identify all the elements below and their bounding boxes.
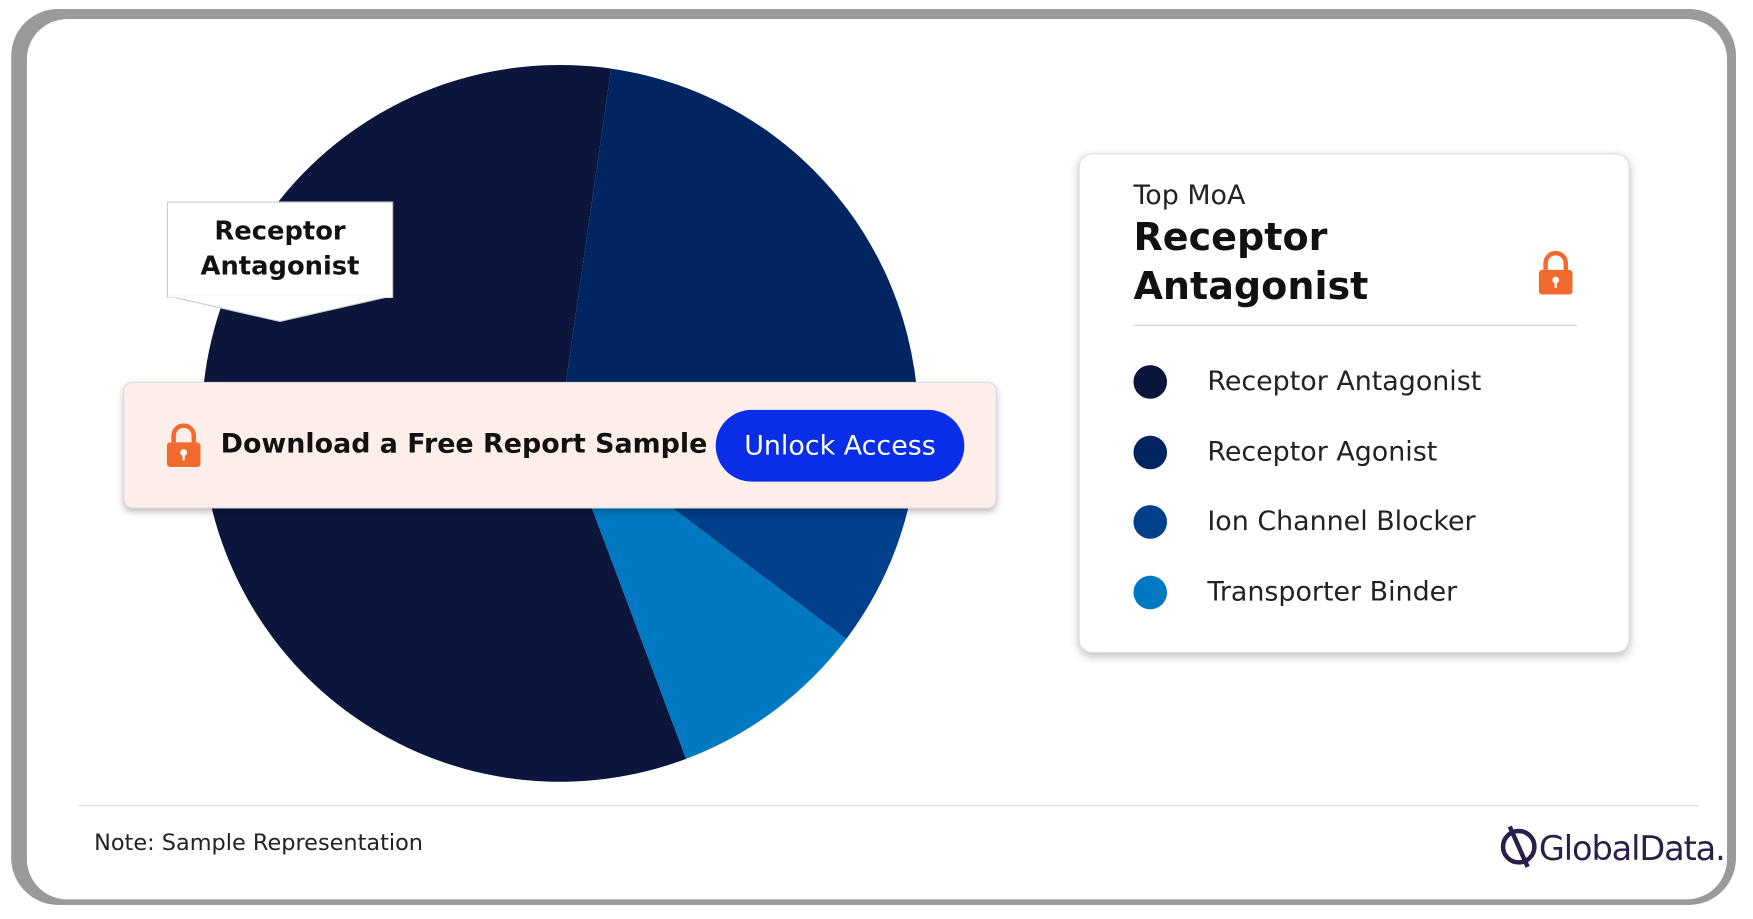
divider [1133,324,1577,326]
brand-icon [1500,825,1537,868]
banner: Download a Free Report Sample Unlock Acc… [123,381,997,509]
legend-marker [1133,505,1168,539]
panel-value: Receptor Antagonist [1133,215,1369,310]
legend-label: Receptor Antagonist [1207,365,1482,397]
unlock-button[interactable]: Unlock Access [715,409,965,482]
legend-marker [1133,575,1168,609]
legend-label: Ion Channel Blocker [1207,505,1476,537]
brand-name: GlobalData. [1538,829,1726,870]
legend-marker [1133,365,1168,399]
callout: Receptor Antagonist [166,201,394,298]
callout-tip [166,295,394,323]
footer-note: Note: Sample Representation [94,828,424,856]
legend-label: Receptor Agonist [1207,435,1438,467]
lock-icon [166,423,201,468]
brand-logo: GlobalData. [1499,822,1726,870]
legend-panel: Top MoA Receptor Antagonist Receptor Ant… [1078,153,1630,653]
banner-text: Download a Free Report Sample [220,427,708,460]
legend-marker [1133,435,1168,469]
legend-label: Transporter Binder [1207,575,1458,607]
footer-rule [78,805,1700,807]
lock-icon [1538,250,1573,295]
panel-heading: Top MoA [1133,179,1246,211]
pie-slice [560,68,919,475]
